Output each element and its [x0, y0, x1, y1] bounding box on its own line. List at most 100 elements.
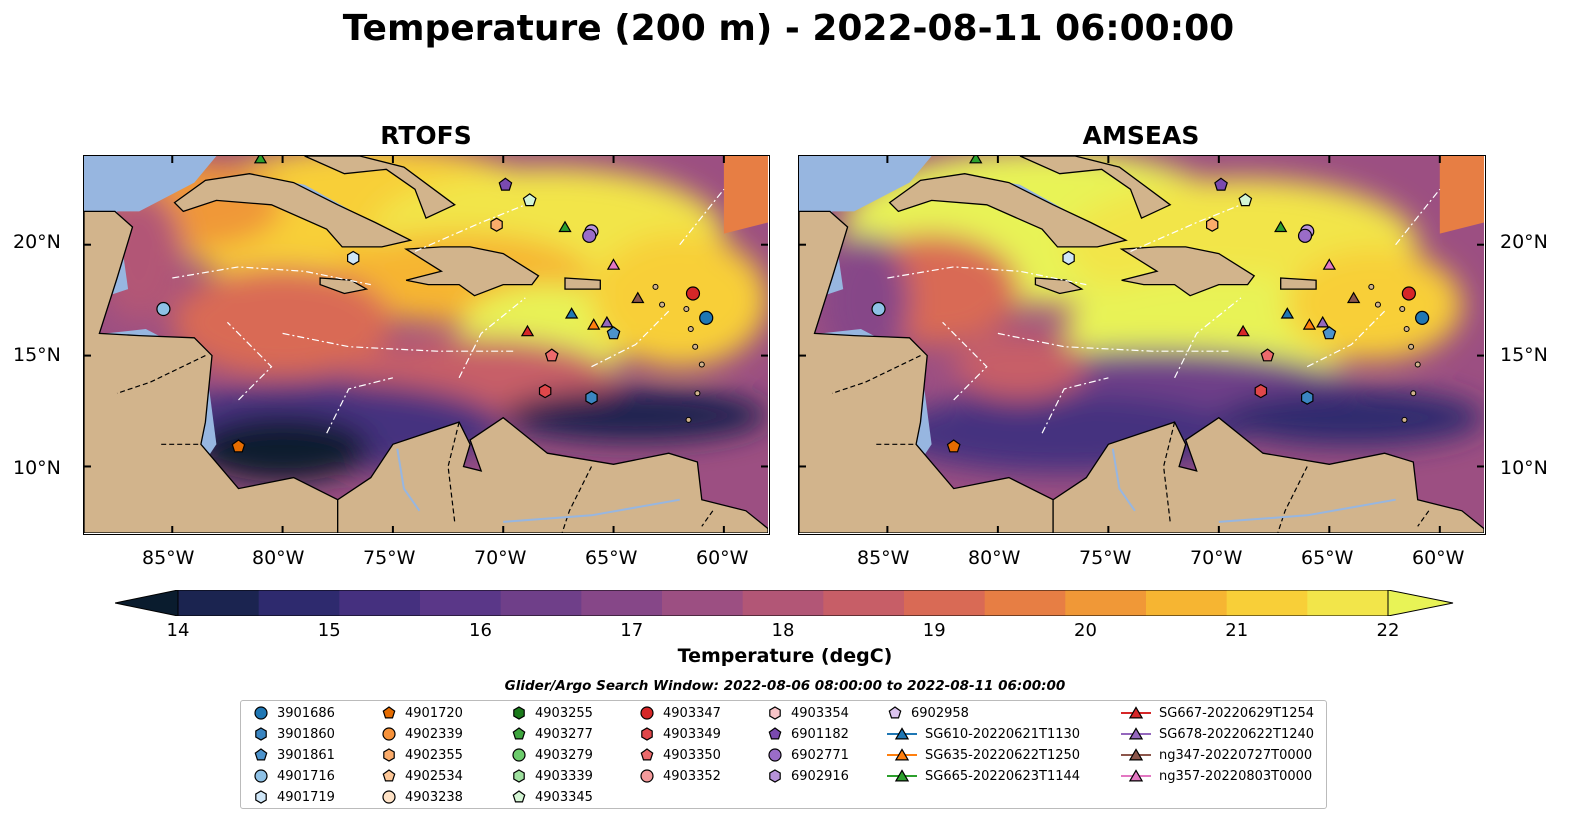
eez-boundary: [887, 266, 1087, 286]
legend-item: 3901686: [253, 704, 335, 722]
colorbar-segment: [984, 590, 1066, 616]
observation-marker[interactable]: [969, 156, 983, 164]
observation-marker[interactable]: [1206, 217, 1219, 232]
lon-tick-label: 75°W: [363, 547, 416, 569]
hispaniola-landmass: [404, 246, 540, 297]
observation-marker[interactable]: [582, 228, 597, 243]
legend-marker-icon: [382, 769, 396, 782]
lon-tick-label: 80°W: [968, 547, 1021, 569]
eez-boundary: [326, 377, 394, 434]
legend-marker-icon: [513, 769, 525, 783]
observation-marker[interactable]: [544, 348, 559, 362]
observation-marker[interactable]: [1238, 193, 1253, 207]
legend-label: 4903279: [535, 747, 593, 763]
country-border: [701, 510, 714, 527]
observation-marker[interactable]: [600, 315, 614, 328]
legend-label: 3901861: [277, 747, 335, 763]
observation-marker[interactable]: [520, 324, 535, 337]
observation-marker[interactable]: [1280, 307, 1295, 319]
legend-item: SG635-20220622T1250: [887, 746, 1080, 764]
observation-marker[interactable]: [538, 383, 552, 399]
observation-marker[interactable]: [946, 439, 961, 453]
observation-marker[interactable]: [1322, 258, 1337, 270]
observation-marker[interactable]: [1415, 310, 1430, 325]
observation-marker[interactable]: [1274, 220, 1288, 233]
legend-label: 6902916: [791, 768, 849, 784]
observation-marker[interactable]: [685, 286, 701, 301]
observation-marker[interactable]: [1236, 324, 1250, 337]
legend-marker-icon: [768, 748, 782, 762]
island: [687, 325, 694, 332]
legend-item: 4903347: [639, 704, 721, 722]
legend-marker-icon: [255, 727, 267, 741]
colorbar-tick-label: 18: [771, 620, 795, 641]
legend-marker-icon: [640, 748, 654, 761]
observation-marker[interactable]: [498, 177, 513, 191]
observation-marker[interactable]: [558, 220, 572, 233]
legend-label: 6901182: [791, 726, 849, 742]
observation-marker[interactable]: [699, 310, 714, 325]
eez-boundary: [679, 188, 725, 246]
observation-marker[interactable]: [522, 193, 537, 207]
country-border: [1417, 510, 1430, 527]
map-rtofs[interactable]: [83, 155, 770, 535]
observation-marker[interactable]: [587, 318, 601, 330]
observation-marker[interactable]: [606, 326, 621, 340]
observation-marker[interactable]: [585, 390, 598, 405]
cuba-landmass: [173, 173, 413, 248]
legend-label: SG610-20220621T1130: [925, 726, 1081, 742]
observation-marker[interactable]: [156, 301, 171, 317]
legend-item: 4901716: [253, 767, 335, 785]
legend-label: SG667-20220629T1254: [1159, 705, 1315, 721]
observation-marker[interactable]: [564, 307, 579, 319]
legend-label: 4903277: [535, 726, 593, 742]
legend-marker-icon: [1121, 706, 1151, 719]
cuba-landmass: [888, 173, 1128, 248]
legend-item: 6901182: [767, 725, 849, 743]
observation-marker[interactable]: [606, 258, 621, 270]
legend-label: 4903354: [791, 705, 849, 721]
eez-boundary: [458, 297, 526, 379]
observation-marker[interactable]: [347, 250, 360, 266]
legend-marker-icon: [769, 706, 781, 720]
lon-tick-label: 75°W: [1079, 547, 1132, 569]
observation-marker[interactable]: [1254, 383, 1268, 399]
legend-item: 4903277: [511, 725, 593, 743]
river: [503, 498, 680, 523]
lat-tick-label: 10°N: [1500, 457, 1548, 479]
lon-tick-label: 60°W: [696, 547, 749, 569]
lon-tick-label: 85°W: [142, 547, 195, 569]
observation-marker[interactable]: [231, 439, 246, 453]
legend-label: ng347-20220727T0000: [1159, 747, 1313, 763]
bahamas-landmass: [304, 156, 456, 219]
observation-marker[interactable]: [1301, 390, 1314, 405]
observation-marker[interactable]: [1214, 177, 1228, 191]
colorbar-segment: [420, 590, 502, 616]
legend-label: 4902534: [405, 768, 463, 784]
island: [683, 306, 690, 313]
observation-marker[interactable]: [631, 291, 645, 304]
observation-marker[interactable]: [1302, 318, 1317, 330]
observation-marker[interactable]: [1260, 348, 1275, 362]
observation-marker[interactable]: [1062, 250, 1075, 266]
gulf-of-mexico: [799, 156, 932, 212]
observation-marker[interactable]: [1346, 291, 1361, 304]
eez-boundary: [1306, 310, 1386, 368]
legend-label: 3901860: [277, 726, 335, 742]
observation-marker[interactable]: [1297, 228, 1313, 243]
legend-item: 4903350: [639, 746, 721, 764]
observation-marker[interactable]: [253, 156, 268, 164]
legend-marker-icon: [641, 727, 653, 741]
legend-item: 4903345: [511, 788, 593, 806]
observation-marker[interactable]: [1401, 286, 1416, 301]
observation-marker[interactable]: [871, 301, 886, 317]
observation-marker[interactable]: [1322, 326, 1337, 340]
observation-marker[interactable]: [490, 217, 503, 232]
legend-item: SG678-20220622T1240: [1121, 725, 1314, 743]
map-amseas[interactable]: [798, 155, 1486, 535]
colorbar-segment: [662, 590, 744, 616]
panel-title-rtofs: RTOFS: [380, 121, 472, 150]
colorbar-tick-label: 19: [922, 620, 946, 641]
legend-item: 4903238: [381, 788, 463, 806]
observation-marker[interactable]: [1316, 315, 1330, 328]
